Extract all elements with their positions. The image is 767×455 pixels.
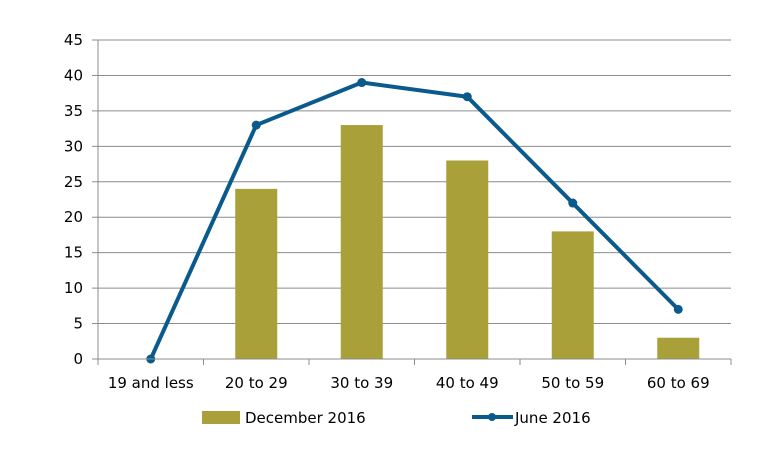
- gridlines: [98, 39, 731, 325]
- y-tick-label: 0: [73, 350, 83, 368]
- y-tick-label: 20: [64, 208, 83, 226]
- line-point: [357, 78, 367, 88]
- line-point: [568, 198, 578, 208]
- y-tick-label: 25: [64, 173, 83, 191]
- x-tick-label: 20 to 29: [225, 374, 288, 392]
- series-line: [148, 80, 680, 360]
- y-tick-label: 30: [64, 137, 83, 155]
- bar: [340, 125, 383, 359]
- x-tick-label: 60 to 69: [647, 374, 710, 392]
- axes: [92, 39, 732, 365]
- bar: [657, 337, 700, 359]
- y-axis-tick-labels: 0 5 10 15 20 25 30 35 40 45: [64, 31, 83, 368]
- x-tick-label: 19 and less: [108, 374, 194, 392]
- line-point: [462, 92, 472, 102]
- y-tick-label: 15: [64, 244, 83, 262]
- y-tick-label: 40: [64, 66, 83, 84]
- bar: [235, 188, 278, 359]
- y-tick-label: 35: [64, 102, 83, 120]
- y-tick-label: 5: [73, 315, 83, 333]
- x-tick-label: 30 to 39: [330, 374, 393, 392]
- x-tick-label: 50 to 59: [541, 374, 604, 392]
- bar: [551, 231, 594, 359]
- legend-marker-june-2016: [488, 413, 496, 421]
- legend-label-june-2016: June 2016: [514, 409, 591, 427]
- line-series-june-2016: [146, 78, 683, 364]
- line-point: [251, 120, 261, 130]
- x-axis-tick-labels: 19 and less 20 to 29 30 to 39 40 to 49 50 to…: [108, 374, 710, 392]
- bar: [446, 160, 489, 359]
- legend-label-december-2016: December 2016: [245, 409, 366, 427]
- line-point: [673, 304, 683, 314]
- x-tick-label: 40 to 49: [436, 374, 499, 392]
- legend-swatch-december-2016: [202, 411, 240, 424]
- y-tick-label: 10: [64, 279, 83, 297]
- y-tick-label: 45: [64, 31, 83, 49]
- bar-series-december-2016: [235, 125, 700, 359]
- legend: December 2016 June 2016: [202, 409, 591, 427]
